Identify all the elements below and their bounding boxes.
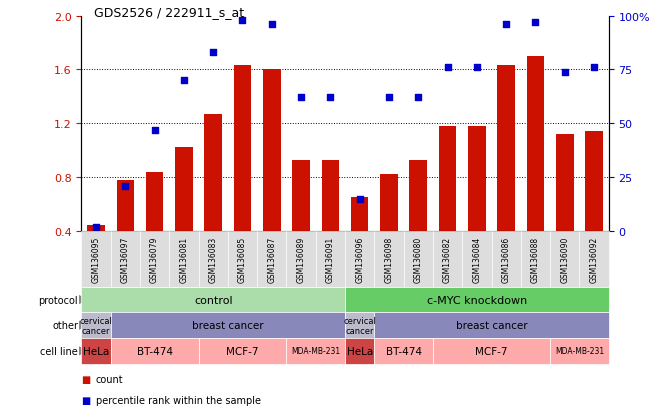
Polygon shape bbox=[79, 347, 87, 355]
Text: GSM136080: GSM136080 bbox=[414, 236, 422, 282]
Text: GSM136086: GSM136086 bbox=[502, 236, 510, 282]
Bar bbox=[292, 160, 310, 231]
Text: GSM136087: GSM136087 bbox=[268, 236, 276, 282]
Point bbox=[296, 95, 306, 102]
Polygon shape bbox=[79, 321, 87, 330]
Text: MCF-7: MCF-7 bbox=[475, 346, 508, 356]
Point bbox=[120, 183, 130, 190]
Bar bbox=[409, 160, 427, 231]
Text: HeLa: HeLa bbox=[83, 346, 109, 356]
Text: BT-474: BT-474 bbox=[385, 346, 422, 356]
Text: GDS2526 / 222911_s_at: GDS2526 / 222911_s_at bbox=[94, 6, 245, 19]
Point bbox=[91, 224, 102, 230]
Bar bbox=[175, 148, 193, 231]
Bar bbox=[556, 135, 574, 231]
Bar bbox=[380, 175, 398, 231]
Bar bbox=[322, 160, 339, 231]
Point bbox=[413, 95, 424, 102]
Text: GSM136091: GSM136091 bbox=[326, 236, 335, 282]
Point bbox=[501, 22, 512, 28]
Text: GSM136096: GSM136096 bbox=[355, 236, 364, 282]
Text: GSM136089: GSM136089 bbox=[297, 236, 305, 282]
Text: MDA-MB-231: MDA-MB-231 bbox=[555, 347, 604, 356]
Text: GSM136082: GSM136082 bbox=[443, 236, 452, 282]
Point bbox=[178, 78, 189, 84]
Point bbox=[267, 22, 277, 28]
Text: GSM136083: GSM136083 bbox=[209, 236, 217, 282]
Point bbox=[530, 20, 540, 26]
Text: GSM136097: GSM136097 bbox=[121, 236, 130, 282]
Point bbox=[326, 95, 336, 102]
Text: BT-474: BT-474 bbox=[137, 346, 173, 356]
Text: GSM136098: GSM136098 bbox=[385, 236, 393, 282]
Text: GSM136090: GSM136090 bbox=[561, 236, 569, 282]
Point bbox=[472, 65, 482, 71]
Point bbox=[384, 95, 395, 102]
Text: GSM136095: GSM136095 bbox=[92, 236, 100, 282]
Bar bbox=[117, 180, 134, 231]
Text: MCF-7: MCF-7 bbox=[227, 346, 258, 356]
Polygon shape bbox=[79, 296, 87, 304]
Point bbox=[354, 196, 365, 202]
Text: HeLa: HeLa bbox=[346, 346, 373, 356]
Text: MDA-MB-231: MDA-MB-231 bbox=[291, 347, 340, 356]
Text: control: control bbox=[194, 295, 232, 305]
Bar bbox=[351, 198, 368, 231]
Bar bbox=[234, 66, 251, 231]
Bar bbox=[497, 66, 515, 231]
Text: c-MYC knockdown: c-MYC knockdown bbox=[427, 295, 527, 305]
Text: ■: ■ bbox=[81, 374, 90, 384]
Text: breast cancer: breast cancer bbox=[192, 320, 264, 330]
Text: GSM136085: GSM136085 bbox=[238, 236, 247, 282]
Point bbox=[150, 127, 160, 134]
Point bbox=[589, 65, 600, 71]
Point bbox=[443, 65, 453, 71]
Bar bbox=[468, 127, 486, 231]
Text: protocol: protocol bbox=[38, 295, 78, 305]
Bar bbox=[263, 70, 281, 231]
Bar bbox=[146, 172, 163, 231]
Text: GSM136088: GSM136088 bbox=[531, 236, 540, 282]
Bar bbox=[204, 114, 222, 231]
Bar bbox=[527, 57, 544, 231]
Bar bbox=[87, 226, 105, 231]
Text: percentile rank within the sample: percentile rank within the sample bbox=[96, 395, 260, 405]
Text: cervical
cancer: cervical cancer bbox=[79, 316, 113, 335]
Text: GSM136079: GSM136079 bbox=[150, 236, 159, 282]
Bar bbox=[439, 127, 456, 231]
Bar bbox=[585, 132, 603, 231]
Text: cervical
cancer: cervical cancer bbox=[343, 316, 376, 335]
Text: GSM136084: GSM136084 bbox=[473, 236, 481, 282]
Text: ■: ■ bbox=[81, 395, 90, 405]
Text: GSM136092: GSM136092 bbox=[590, 236, 598, 282]
Point bbox=[238, 17, 248, 24]
Text: count: count bbox=[96, 374, 123, 384]
Point bbox=[208, 50, 219, 56]
Text: GSM136081: GSM136081 bbox=[180, 236, 188, 282]
Text: cell line: cell line bbox=[40, 346, 78, 356]
Text: other: other bbox=[52, 320, 78, 330]
Point bbox=[560, 69, 570, 76]
Text: breast cancer: breast cancer bbox=[456, 320, 527, 330]
